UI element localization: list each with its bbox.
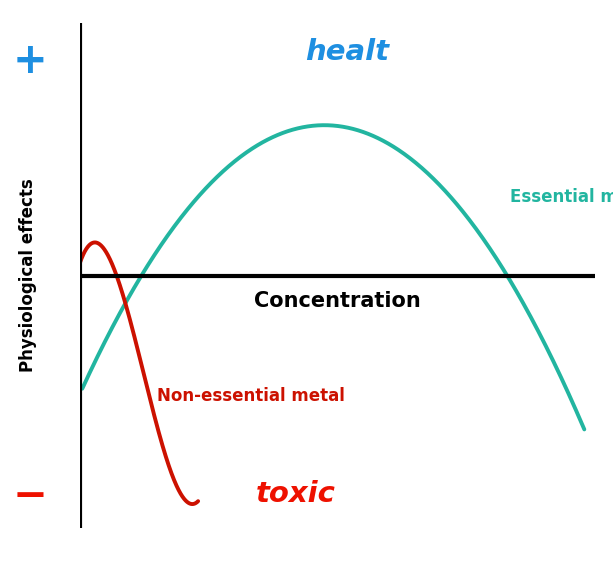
Text: −: − [12, 475, 47, 517]
Text: Physiological effects: Physiological effects [19, 179, 37, 373]
Text: Non-essential metal: Non-essential metal [157, 387, 345, 405]
Text: Essential metal: Essential metal [509, 188, 613, 206]
Text: toxic: toxic [256, 480, 336, 508]
Text: healt: healt [305, 38, 389, 66]
Text: +: + [12, 40, 47, 82]
Text: Concentration: Concentration [254, 290, 421, 311]
